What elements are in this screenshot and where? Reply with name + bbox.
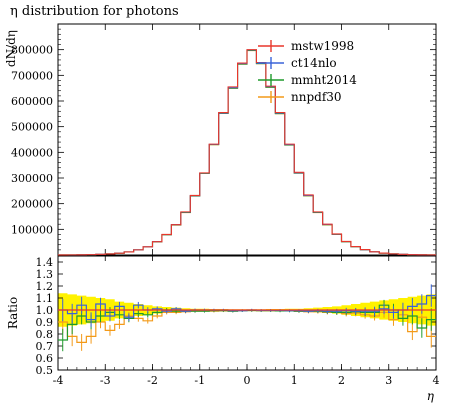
ratio-y-tick-label: 1.1 [36, 292, 54, 305]
x-tick-label: 3 [385, 374, 392, 387]
y-axis-label: dN/dη [4, 30, 18, 67]
x-tick-label: -3 [100, 374, 111, 387]
legend-entry-nnpdf30: nnpdf30 [291, 90, 342, 104]
x-tick-label: 1 [291, 374, 298, 387]
chart-title: η distribution for photons [10, 4, 179, 19]
y-tick-label: 800000 [11, 44, 53, 57]
legend: mstw1998 ct14nlo mmht2014 nnpdf30 [258, 39, 357, 104]
y-tick-label: 400000 [11, 146, 53, 159]
y-tick-label: 700000 [11, 69, 53, 82]
x-tick-label: -1 [194, 374, 205, 387]
ratio-y-tick-label: 1.2 [36, 280, 54, 293]
ratio-y-tick-label: 1.4 [36, 256, 54, 269]
ratio-y-tick-label: 0.9 [36, 316, 54, 329]
y-tick-label: 500000 [11, 121, 53, 134]
ratio-y-tick-label: 1.0 [36, 304, 54, 317]
x-tick-label: -4 [53, 374, 64, 387]
x-tick-label: 4 [433, 374, 440, 387]
x-tick-label: -2 [147, 374, 158, 387]
ratio-y-tick-label: 0.5 [36, 364, 54, 377]
ratio-y-tick-label: 0.7 [36, 340, 54, 353]
series-line-mstw1998 [58, 49, 436, 256]
series-line-nnpdf30 [58, 50, 436, 256]
y-tick-label: 200000 [11, 198, 53, 211]
series-line-ct14nlo [58, 49, 436, 256]
ratio-axis-label: Ratio [6, 297, 20, 329]
ratio-y-tick-label: 0.6 [36, 352, 54, 365]
x-tick-label: 2 [338, 374, 345, 387]
ratio-panel: 0.50.60.70.80.91.01.11.21.31.4 -4 -3 -2 -1 0 1… [6, 255, 440, 403]
legend-entry-mstw1998: mstw1998 [291, 39, 354, 53]
x-tick-label: 0 [244, 374, 251, 387]
y-tick-label: 300000 [11, 172, 53, 185]
legend-entry-mmht2014: mmht2014 [291, 73, 357, 87]
y-tick-label: 100000 [11, 223, 53, 236]
ratio-y-tick-label: 0.8 [36, 328, 54, 341]
ratio-y-tick-label: 1.3 [36, 268, 54, 281]
x-axis-label: η [427, 389, 435, 403]
legend-entry-ct14nlo: ct14nlo [291, 56, 337, 70]
series-line-mmht2014 [58, 49, 436, 256]
main-panel: 100000 200000 300000 400000 500000 600000 7000… [4, 23, 437, 256]
y-tick-label: 600000 [11, 95, 53, 108]
